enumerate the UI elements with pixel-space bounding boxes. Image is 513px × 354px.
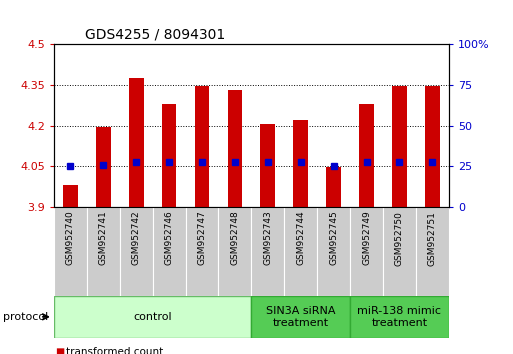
Bar bbox=[359, 104, 374, 207]
Text: miR-138 mimic
treatment: miR-138 mimic treatment bbox=[358, 306, 442, 328]
Bar bbox=[425, 86, 440, 207]
Bar bbox=[251, 296, 350, 338]
Bar bbox=[350, 296, 449, 338]
Bar bbox=[54, 207, 87, 296]
Text: GSM952749: GSM952749 bbox=[362, 211, 371, 266]
Bar bbox=[293, 120, 308, 207]
Bar bbox=[54, 296, 251, 338]
Bar bbox=[227, 90, 242, 207]
Bar bbox=[416, 207, 449, 296]
Text: GSM952743: GSM952743 bbox=[263, 211, 272, 266]
Bar bbox=[186, 207, 219, 296]
Bar bbox=[63, 185, 78, 207]
Bar bbox=[251, 207, 284, 296]
Text: GSM952741: GSM952741 bbox=[98, 211, 108, 266]
Bar bbox=[284, 207, 317, 296]
Bar bbox=[261, 124, 275, 207]
Text: GDS4255 / 8094301: GDS4255 / 8094301 bbox=[86, 28, 226, 42]
Text: GSM952744: GSM952744 bbox=[296, 211, 305, 265]
Text: transformed count: transformed count bbox=[66, 347, 163, 354]
Bar bbox=[194, 86, 209, 207]
Text: GSM952750: GSM952750 bbox=[395, 211, 404, 266]
Text: GSM952747: GSM952747 bbox=[198, 211, 207, 266]
Bar bbox=[120, 207, 152, 296]
Bar bbox=[152, 207, 186, 296]
Bar bbox=[129, 78, 144, 207]
Bar bbox=[326, 167, 341, 207]
Bar bbox=[96, 127, 111, 207]
Text: GSM952745: GSM952745 bbox=[329, 211, 338, 266]
Text: GSM952742: GSM952742 bbox=[132, 211, 141, 265]
Bar bbox=[162, 104, 176, 207]
Text: control: control bbox=[133, 312, 172, 322]
Text: GSM952748: GSM952748 bbox=[230, 211, 240, 266]
Text: GSM952751: GSM952751 bbox=[428, 211, 437, 266]
Text: GSM952740: GSM952740 bbox=[66, 211, 75, 266]
Bar bbox=[317, 207, 350, 296]
Bar bbox=[219, 207, 251, 296]
Bar bbox=[87, 207, 120, 296]
Bar bbox=[383, 207, 416, 296]
Text: GSM952746: GSM952746 bbox=[165, 211, 173, 266]
Text: protocol: protocol bbox=[3, 312, 48, 322]
Text: ■: ■ bbox=[55, 347, 65, 354]
Bar bbox=[350, 207, 383, 296]
Bar bbox=[392, 86, 407, 207]
Text: SIN3A siRNA
treatment: SIN3A siRNA treatment bbox=[266, 306, 336, 328]
